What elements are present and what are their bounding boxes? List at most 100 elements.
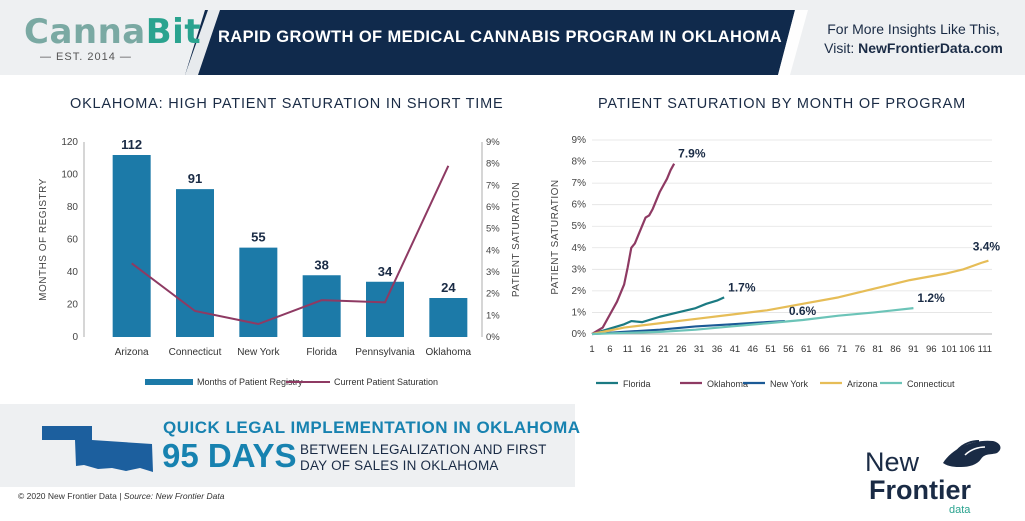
right-y-tick-label: 2% [572,286,587,297]
left-y2-tick-label: 1% [486,310,500,321]
left-y2-tick-label: 6% [486,202,500,213]
legend-label: Arizona [847,379,878,389]
right-y-tick-label: 5% [572,221,587,232]
brand-data: data [949,504,971,516]
right-x-tick-label: 1 [589,344,594,355]
left-y-tick-label: 20 [67,300,79,311]
bar [429,298,468,337]
bar [112,155,151,337]
left-y-tick-label: 0 [72,332,78,343]
logo-established: — EST. 2014 — [40,51,132,63]
left-y2-tick-label: 7% [486,180,500,191]
series-end-label: 7.9% [678,147,706,161]
right-x-tick-label: 51 [765,344,776,355]
quick-days: 95 DAYS [162,437,297,474]
left-y2-tick-label: 5% [486,224,500,235]
brand-frontier: Frontier [869,475,971,505]
right-x-tick-label: 96 [926,344,937,355]
right-chart-title: PATIENT SATURATION BY MONTH OF PROGRAM [598,96,966,112]
bar-value-label: 34 [378,264,393,279]
left-y2-tick-label: 9% [486,137,500,148]
right-x-tick-label: 46 [747,344,758,355]
insights-callout: For More Insights Like This, Visit: NewF… [806,20,1021,58]
right-x-tick-label: 71 [837,344,848,355]
quick-headline: QUICK LEGAL IMPLEMENTATION IN OKLAHOMA [163,418,581,437]
left-y-tick-label: 60 [67,235,79,246]
saturation-line [131,165,450,326]
right-x-tick-label: 21 [658,344,669,355]
legend-line-label: Current Patient Saturation [334,377,438,387]
legend-label: Florida [623,379,651,389]
bar [176,189,214,337]
bar [366,281,404,337]
bar-value-label: 38 [314,257,328,272]
right-y-tick-label: 4% [572,243,587,254]
bar-value-label: 91 [188,171,202,186]
left-y-tick-label: 80 [67,202,79,213]
quick-description: BETWEEN LEGALIZATION AND FIRST DAY OF SA… [300,442,547,473]
right-y-tick-label: 1% [572,307,587,318]
new-frontier-logo: New Frontier data [865,440,1001,516]
right-x-tick-label: 86 [890,344,901,355]
right-x-tick-label: 81 [872,344,883,355]
right-x-tick-label: 66 [819,344,830,355]
x-category-label: Connecticut [169,347,222,358]
right-x-tick-label: 36 [712,344,723,355]
right-y-axis-title: PATIENT SATURATION [550,179,561,294]
copyright-text: © 2020 New Frontier Data | Source: New F… [18,491,225,501]
series-end-label: 1.2% [917,291,945,305]
series-end-label: 1.7% [728,280,756,294]
bar-value-label: 24 [441,280,456,295]
bar [302,275,341,337]
legend-label: Connecticut [907,379,955,389]
insights-link[interactable]: NewFrontierData.com [858,40,1003,56]
right-y-tick-label: 8% [572,157,587,168]
logo-wordmark: CannaBit [24,12,202,52]
bar-value-label: 55 [251,230,265,245]
right-y-tick-label: 9% [572,135,587,146]
series-line-florida [591,296,725,336]
series-line-oklahoma [591,163,676,335]
left-y2-tick-label: 8% [486,159,500,170]
series-line-arizona [591,259,989,336]
legend-label: Oklahoma [707,379,748,389]
x-category-label: Oklahoma [426,347,472,358]
left-y2-tick-label: 4% [486,245,500,256]
insights-line1: For More Insights Like This, [827,21,1000,37]
series-end-label: 3.4% [973,240,1001,254]
bar-value-label: 112 [121,137,142,152]
right-x-tick-label: 31 [694,344,705,355]
right-y-tick-label: 7% [572,178,587,189]
x-category-label: Arizona [115,347,149,358]
left-y-axis-title: MONTHS OF REGISTRY [38,178,49,301]
right-x-tick-label: 26 [676,344,687,355]
right-y-tick-label: 3% [572,264,587,275]
series-end-label: 0.6% [789,304,817,318]
left-y2-tick-label: 2% [486,289,500,300]
x-category-label: Florida [306,347,337,358]
right-x-tick-label: 106 [959,344,975,355]
right-x-tick-label: 101 [941,344,957,355]
horse-head-icon [943,440,1001,467]
left-chart: 0 20 40 60 80 100 120 MONTHS OF REGISTRY 0% 1% 2% 3… [38,137,522,387]
right-y-tick-label: 0% [572,329,587,340]
legend-bar-swatch [145,379,193,385]
left-y2-tick-label: 3% [486,267,500,278]
x-category-label: Pennsylvania [355,347,415,358]
left-y-tick-label: 120 [61,137,78,148]
legend-label: New York [770,379,809,389]
right-x-tick-label: 56 [783,344,794,355]
right-x-tick-label: 76 [855,344,866,355]
oklahoma-map-icon [42,426,153,472]
right-x-tick-label: 111 [978,344,992,355]
insights-line2: Visit: NewFrontierData.com [824,40,1003,56]
brand-new: New [865,447,920,477]
right-x-tick-label: 11 [623,344,633,355]
cannabit-logo: CannaBit — EST. 2014 — [0,0,205,75]
left-y2-tick-label: 0% [486,332,500,343]
source-text: Source: New Frontier Data [123,491,225,501]
banner-title: RAPID GROWTH OF MEDICAL CANNABIS PROGRAM… [217,28,783,46]
x-category-label: New York [237,347,280,358]
right-x-tick-label: 6 [607,344,612,355]
series-line-connecticut [591,307,914,336]
